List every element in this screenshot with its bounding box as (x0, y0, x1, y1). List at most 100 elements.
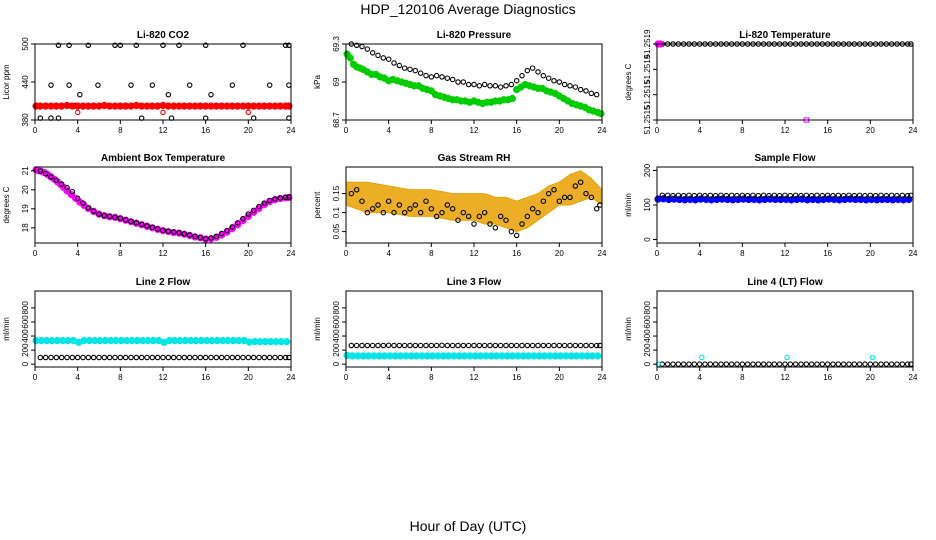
rh-band (345, 170, 603, 233)
x-tick-label: 24 (598, 249, 607, 258)
data-point (846, 361, 852, 367)
data-point (439, 74, 445, 80)
data-point (208, 235, 214, 241)
data-point (712, 192, 719, 199)
data-point (894, 192, 900, 199)
data-point (851, 192, 858, 199)
data-point (277, 195, 284, 201)
data-point (691, 192, 698, 199)
data-point (699, 354, 705, 361)
data-point (760, 192, 767, 199)
panel-3: Li-820 Temperature degrees C 0 4 8 12 16 20 24 51… (624, 29, 918, 135)
x-tick-label: 8 (118, 373, 123, 382)
page-title: HDP_120106 Average Diagnostics (360, 1, 576, 17)
data-point (444, 75, 451, 81)
data-point (481, 209, 488, 216)
data-point (476, 342, 483, 349)
plot-frame (656, 166, 914, 244)
data-point (808, 361, 815, 367)
data-point (74, 109, 81, 116)
panel-title: Line 3 Flow (447, 277, 502, 288)
data-point (192, 354, 198, 361)
data-point (750, 192, 756, 199)
data-point (503, 342, 509, 349)
data-point (407, 66, 413, 73)
data-point (197, 234, 204, 241)
data-point (691, 361, 698, 367)
y-axis-label: Licor ppm (2, 64, 11, 99)
data-point (240, 215, 246, 222)
x-tick-label: 8 (118, 249, 123, 258)
data-point (659, 192, 666, 199)
data-point (577, 342, 584, 349)
data-point (85, 42, 92, 49)
data-point (149, 354, 156, 361)
data-point (364, 342, 371, 349)
data-point (433, 213, 440, 220)
data-point (117, 215, 124, 222)
data-point (670, 361, 676, 367)
y-tick-label: 0 (643, 237, 652, 242)
panel-title: Sample Flow (754, 153, 815, 164)
data-point (42, 354, 49, 361)
data-point (728, 361, 735, 367)
data-point (867, 361, 874, 367)
y-tick-label: 800 (332, 301, 341, 315)
data-point (481, 81, 488, 88)
panel-title: Li-820 CO2 (137, 30, 190, 41)
data-point (776, 192, 783, 199)
data-point (583, 342, 589, 349)
data-point (792, 192, 799, 199)
panel-2: Li-820 Pressure kPa 0 4 8 12 16 20 24 68.7 69 69.3 (313, 30, 607, 135)
data-point (449, 206, 456, 212)
data-point (380, 342, 387, 349)
data-point (133, 220, 140, 226)
data-point (176, 354, 182, 361)
panel-1: Li-820 CO2 Licor ppm 0 4 8 12 16 20 24 380 440 500 (2, 30, 296, 135)
data-point (359, 198, 365, 204)
x-tick-label: 0 (33, 373, 38, 382)
data-point (122, 354, 129, 361)
x-tick-label: 4 (386, 373, 391, 382)
data-point (353, 42, 360, 49)
x-tick-label: 4 (697, 126, 702, 135)
y-tick-label: 21 (21, 166, 30, 175)
data-point (160, 42, 166, 49)
data-point (460, 209, 467, 216)
data-point (433, 342, 440, 349)
data-point (245, 109, 252, 116)
data-point (391, 209, 397, 216)
data-point (712, 361, 719, 367)
data-point (577, 179, 584, 185)
y-tick-label: 69 (332, 77, 341, 86)
y-tick-label: 69.3 (332, 36, 341, 52)
data-point (675, 361, 682, 367)
data-point (862, 361, 868, 367)
data-point (250, 207, 257, 214)
data-point (497, 84, 504, 90)
y-axis-label: ml/min (313, 317, 322, 341)
data-point (96, 354, 102, 361)
data-point (718, 192, 724, 199)
data-point (186, 232, 193, 238)
x-tick-label: 24 (598, 373, 607, 382)
x-tick-label: 0 (33, 249, 38, 258)
series-1 (348, 41, 600, 98)
x-tick-label: 8 (429, 249, 434, 258)
data-point (702, 361, 708, 367)
x-tick-label: 4 (75, 126, 80, 135)
y-tick-label: 800 (21, 301, 30, 315)
panel-title: Line 4 (LT) Flow (747, 277, 823, 288)
data-point (524, 342, 531, 349)
x-tick-label: 12 (159, 249, 168, 258)
data-point (77, 91, 83, 98)
data-point (359, 43, 365, 50)
y-axis-label: percent (313, 191, 322, 218)
data-point (535, 342, 541, 349)
y-tick-label: 400 (21, 329, 30, 343)
data-point (455, 79, 461, 85)
data-point (133, 354, 140, 361)
data-point (771, 192, 778, 199)
data-point (122, 217, 129, 223)
